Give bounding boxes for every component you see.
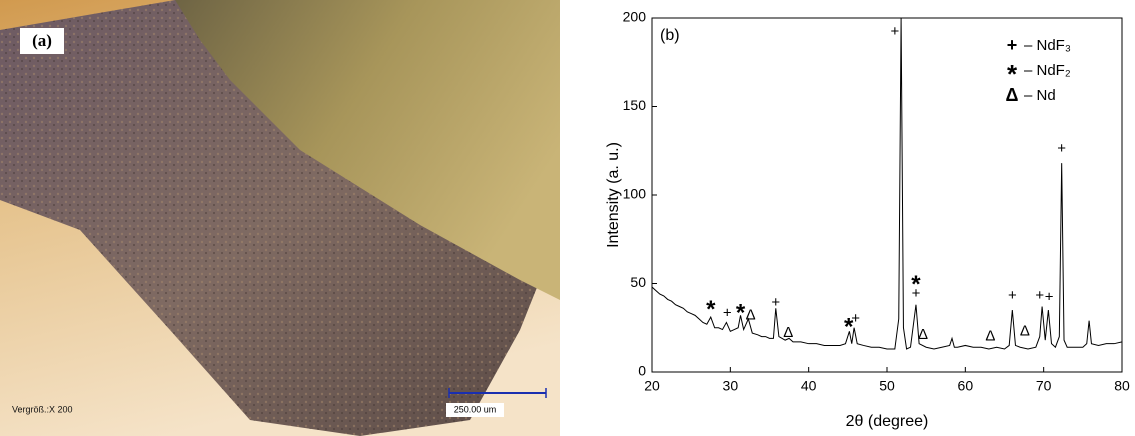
peak-annotation: + [851,310,860,327]
legend-label: – NdF₃ [1024,37,1071,54]
peak-annotation: + [1057,140,1066,157]
legend-label: – NdF₂ [1024,62,1071,79]
peak-annotation: + [723,305,732,322]
panel-label: (b) [660,27,680,44]
legend-symbol: Δ [1006,85,1019,105]
data-line [651,17,1123,350]
panel-label: (a) [32,31,52,50]
xrd-chart: 20 30 40 50 60 70 80 0 50 100 150 200 2θ (degree) Int… [605,9,1130,431]
peak-annotation: * [911,271,921,298]
x-tick-label: 30 [723,378,739,394]
micrograph: (a) Vergröß.:X 200 250.00 um [0,0,560,436]
legend-symbol: * [1007,59,1018,89]
y-tick-label: 200 [623,9,647,25]
y-tick-label: 150 [623,97,647,113]
peak-annotation: Δ [1020,322,1030,339]
scale-label: 250.00 um [454,404,497,414]
x-tick-label: 20 [644,378,660,394]
x-tick-label: 80 [1114,378,1130,394]
peak-annotation: * [706,296,716,323]
label-box [20,28,64,54]
x-axis-label: 2θ (degree) [846,413,929,430]
y-tick-label: 100 [623,186,647,202]
y-tick-label: 50 [630,274,646,290]
x-tick-label: 50 [879,378,895,394]
peak-annotation: + [912,285,921,302]
y-axis-label: Intensity (a. u.) [605,142,622,248]
legend-label: – Nd [1024,87,1056,104]
magnification: Vergröß.:X 200 [12,404,73,414]
peak-annotation: + [1035,287,1044,304]
peak-annotation: Δ [746,306,756,323]
peak-annotation: + [1045,289,1054,306]
peak-annotation: + [1008,287,1017,304]
peak-annotation: * [736,299,746,326]
x-tick-label: 60 [958,378,974,394]
peak-annotation: * [844,314,854,341]
x-tick-label: 40 [801,378,817,394]
scale-label-box [446,403,504,417]
peak-annotation: + [890,23,899,40]
y-tick-label: 0 [638,363,646,379]
legend-symbol: + [1007,35,1018,55]
peak-annotation: Δ [918,326,928,343]
peak-annotation: Δ [985,328,995,345]
x-tick-label: 70 [1036,378,1052,394]
peak-annotation: Δ [783,324,793,341]
peak-annotation: + [771,294,780,311]
